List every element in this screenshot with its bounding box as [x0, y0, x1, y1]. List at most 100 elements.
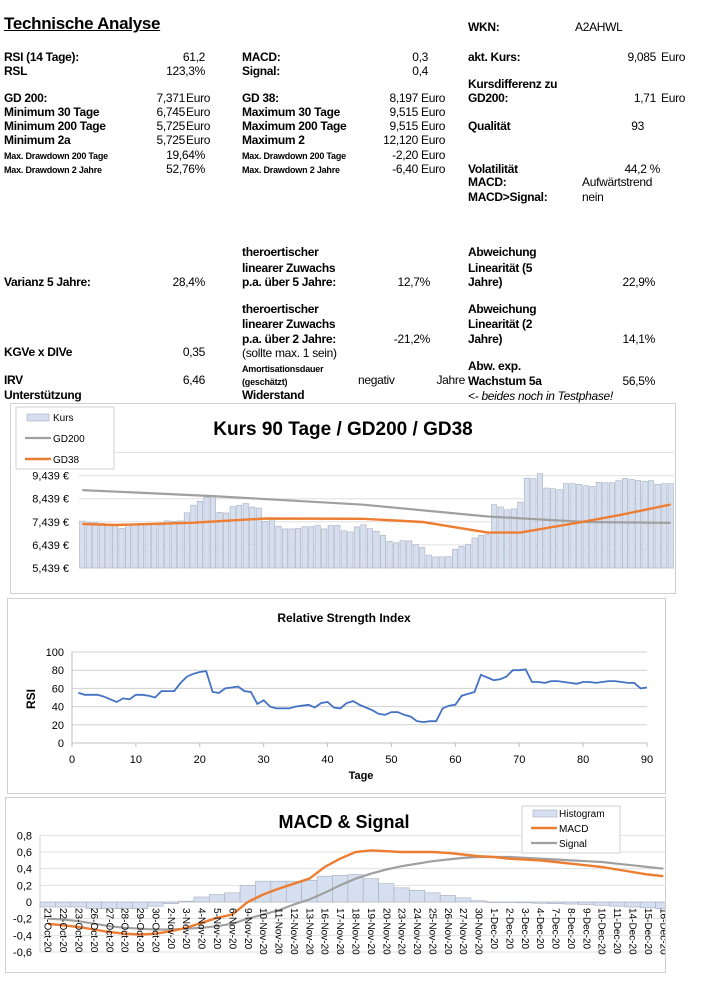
kurs-bar — [262, 521, 269, 569]
x-tick-label: 15-Dec-20 — [642, 908, 653, 955]
testphase-note: <- beides noch in Testphase! — [468, 389, 613, 403]
histogram-bar — [424, 892, 441, 903]
x-tick-label: 25-Nov-20 — [426, 908, 437, 955]
kurs-unit: Euro — [661, 50, 686, 64]
irv-label: IRV — [4, 373, 23, 387]
kurs-bar — [608, 482, 615, 569]
volatilitaet-label: Volatilität — [468, 162, 518, 176]
col2-label: Maximum 30 Tage — [242, 105, 340, 119]
col2-label: Maximum 2 — [242, 133, 305, 147]
kurs-bar — [144, 523, 151, 569]
x-tick-label: 30-Oct-20 — [149, 908, 160, 953]
x-tick-label: 10 — [130, 754, 142, 766]
amort-value: negativ — [358, 373, 395, 387]
kurs-bar — [628, 479, 635, 569]
x-tick-label: 40 — [321, 754, 333, 766]
kurs-bar — [478, 535, 485, 569]
amort-line1: Amortisationsdauer — [242, 364, 324, 374]
histogram-bar — [193, 896, 210, 903]
kursdiff-label: Kursdifferenz zu — [468, 77, 558, 91]
x-tick-label: 12-Nov-20 — [288, 908, 299, 955]
x-tick-label: 29-Oct-20 — [134, 908, 145, 953]
kurs-bar — [301, 526, 308, 569]
histogram-bar — [439, 895, 456, 903]
abw2-line2: Linearität (2 — [468, 317, 533, 331]
x-axis-title: Tage — [349, 770, 374, 782]
kurs-bar — [275, 525, 282, 569]
kurs-bar — [327, 525, 334, 569]
histogram-bar — [208, 894, 225, 903]
col1-value: 7,371 — [156, 91, 185, 105]
x-tick-label: 10-Nov-20 — [257, 908, 268, 955]
col2-value: 9,515 — [389, 119, 418, 133]
y-tick-label: 9,439 € — [32, 471, 69, 483]
kurs-bar — [380, 535, 387, 569]
abwexp-line2: Wachstum 5a — [468, 374, 542, 388]
histogram-bar — [501, 901, 518, 903]
kursdiff-unit: Euro — [661, 91, 686, 105]
kurs-bar — [223, 512, 230, 569]
histogram-bar — [624, 901, 641, 908]
col1-value: 19,64% — [166, 148, 205, 162]
histogram-bar — [486, 901, 503, 903]
kurs-bar — [510, 508, 517, 569]
kurs-bar — [177, 520, 184, 569]
x-tick-label: 1-Dec-20 — [488, 908, 499, 950]
x-tick-label: 23-Nov-20 — [396, 908, 407, 955]
x-tick-label: 4-Dec-20 — [534, 908, 545, 950]
y-tick-label: -0,4 — [13, 930, 32, 942]
chart-title: Relative Strength Index — [277, 611, 411, 625]
kurs-bar — [190, 504, 197, 569]
x-tick-label: 19-Nov-20 — [365, 908, 376, 955]
kurs-bar — [438, 556, 445, 569]
x-tick-label: 26-Oct-20 — [88, 908, 99, 953]
kurs-bar — [406, 540, 413, 569]
x-tick-label: 22-Oct-20 — [57, 908, 68, 953]
col1-value: 6,745 — [156, 105, 185, 119]
col2-label: Max. Drawdown 200 Tage — [242, 151, 346, 161]
kurs-bar — [465, 544, 472, 569]
histogram-bar — [593, 901, 610, 906]
kurs-bar — [582, 485, 589, 569]
qualitaet-value: 93 — [631, 119, 644, 133]
macd-chart-frame: -0,6 -0,4 -0,2 0 0,2 0,4 0,6 0,8 MACD & Signal 21… — [5, 797, 672, 973]
qualitaet-label: Qualität — [468, 119, 511, 133]
signal-line — [47, 855, 664, 931]
zuwachs5-line3: p.a. über 5 Jahre: — [242, 275, 336, 289]
x-tick-label: 20 — [194, 754, 206, 766]
zuwachs5-line2: linearer Zuwachs — [242, 261, 336, 275]
y-tick-label: 7,439 € — [32, 517, 69, 529]
page-title: Technische Analyse — [4, 14, 161, 33]
x-tick-label: 5-Nov-20 — [211, 908, 222, 950]
kursdiff-value: 1,71 — [633, 91, 656, 105]
col2-label: Signal: — [242, 64, 280, 78]
x-tick-label: 16-Dec-20 — [657, 908, 665, 955]
x-tick-label: 27-Oct-20 — [103, 908, 114, 953]
x-tick-label: 8-Dec-20 — [565, 908, 576, 950]
abwexp-line1: Abw. exp. — [468, 359, 521, 373]
kurs-bar — [399, 540, 406, 569]
col2-value: -2,20 — [392, 148, 418, 162]
histogram-bar — [147, 901, 164, 907]
kurs-bar — [92, 522, 99, 569]
kurs-bar — [661, 483, 668, 569]
col2-unit: Euro — [421, 119, 446, 133]
kurs-bar — [196, 500, 203, 569]
kurs-bar — [138, 523, 145, 569]
col1-label: Minimum 2a — [4, 133, 71, 147]
kurs-bar — [491, 504, 498, 569]
x-tick-label: 30 — [258, 754, 270, 766]
histogram-bar — [70, 901, 87, 908]
col1-value: 52,76% — [166, 162, 205, 176]
histogram-bar — [578, 901, 595, 905]
col1-value: 5,725 — [156, 133, 185, 147]
abw5-line3: Jahre) — [468, 275, 503, 289]
kurs-bar — [419, 547, 426, 569]
histogram-bar — [455, 897, 472, 903]
x-tick-label: 21-Oct-20 — [42, 908, 53, 953]
kurs-bar — [170, 521, 177, 569]
y-tick-label: 100 — [46, 647, 64, 659]
x-tick-label: 27-Nov-20 — [457, 908, 468, 955]
kurs-bar — [203, 496, 210, 569]
kurs-bar — [79, 520, 86, 569]
